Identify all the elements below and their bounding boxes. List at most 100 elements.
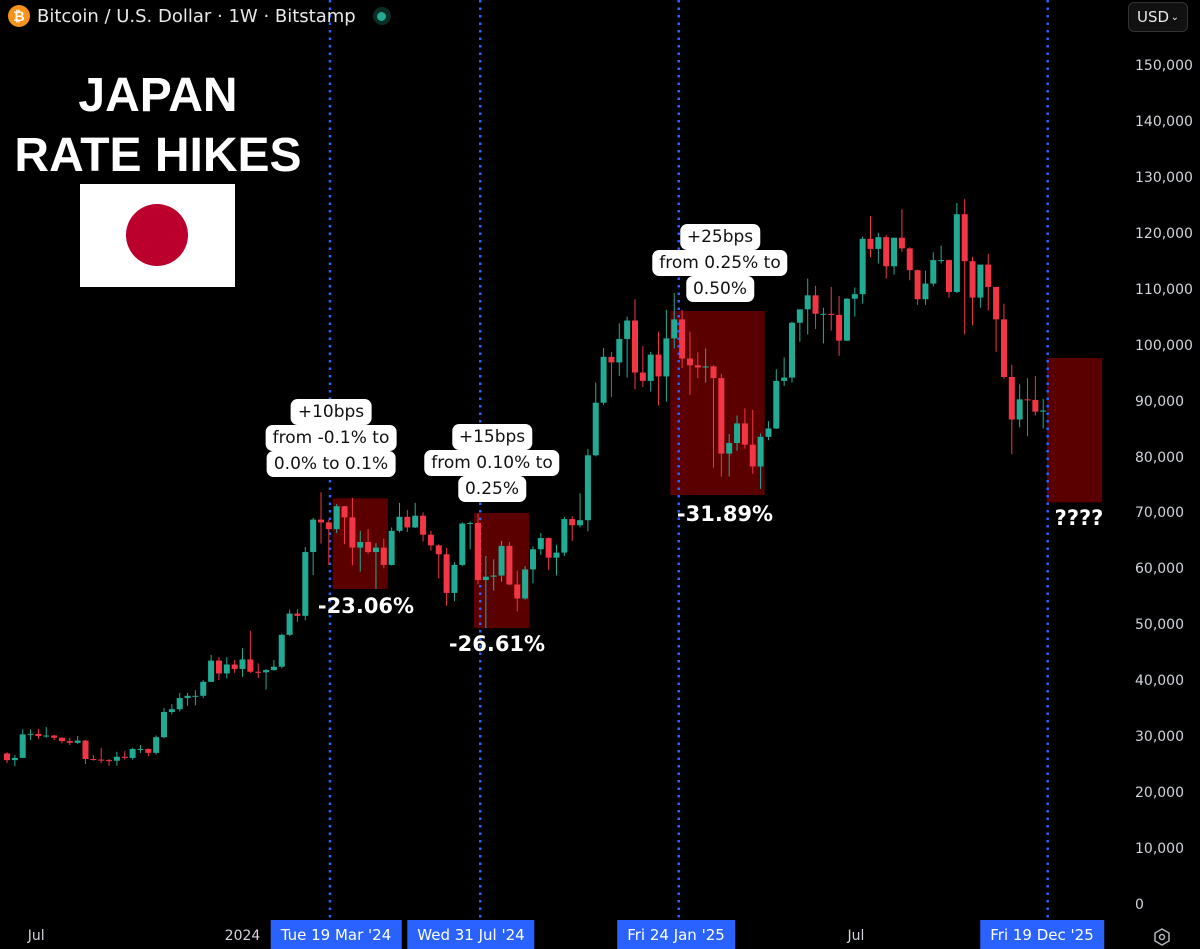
candle [176,693,183,712]
candle-body [757,436,764,467]
candle [773,369,780,430]
candle-body [239,659,246,669]
candle [741,408,748,449]
overlay-title-line1: JAPAN [78,69,238,122]
candle [223,657,230,679]
candle [372,543,379,589]
candle [263,668,270,690]
candle-body [106,760,113,762]
candle [420,512,427,542]
candle [482,555,489,629]
candle-body [1032,399,1039,412]
candle [90,755,97,761]
candle [914,269,921,305]
candle [616,323,623,376]
candle-body [223,664,230,674]
candle-body [420,515,427,535]
candle [749,409,756,474]
y-axis-tick-label: 120,000 [1135,225,1193,242]
candle-body [843,298,850,341]
candle [341,506,348,545]
candle-body [1000,319,1007,377]
candle-body [427,534,434,546]
candle-body [639,372,646,381]
candle [106,759,113,766]
event-date-label[interactable]: Tue 19 Mar '24 [270,920,402,949]
callout-line: 0.25% [457,476,527,502]
candle [302,547,309,621]
candle-body [404,516,411,528]
candle-body [867,238,874,249]
event-date-label[interactable]: Fri 19 Dec '25 [980,920,1104,949]
candle [859,236,866,304]
candle-body [278,634,285,667]
candle [600,347,607,405]
candle [584,449,591,532]
candle-body [459,523,466,565]
candle [43,727,50,738]
callout-line: from 0.10% to [424,450,560,476]
candle [710,365,717,468]
candle-body [372,547,379,553]
candle [537,533,544,555]
candle [883,234,890,279]
candle [985,253,992,311]
candle-body [294,613,301,616]
currency-select[interactable]: USD ⌄ [1128,2,1188,32]
candle-body [514,584,521,599]
candle-body [98,759,105,761]
market-status-icon [372,7,391,25]
candle [757,433,764,489]
drawdown-box [670,310,765,496]
callout-line: +25bps [679,224,761,250]
candle [27,729,34,740]
candle-body [302,552,309,616]
candle-body [270,666,277,671]
candle-body [451,564,458,593]
candle [4,752,10,763]
candle-body [584,455,591,521]
y-axis-tick-label: 70,000 [1135,505,1184,522]
candle [231,660,238,673]
candle-body [726,442,733,454]
symbol-title[interactable]: Bitcoin / U.S. Dollar · 1W · Bitstamp [37,5,356,27]
candle-body [490,575,497,577]
candle [153,735,160,755]
candle-body [883,237,890,267]
candle-body [577,520,584,526]
chevron-down-icon: ⌄ [1170,11,1179,23]
candle-body [820,313,827,315]
candle [679,309,686,369]
y-axis-tick-label: 60,000 [1135,561,1184,578]
settings-hex-icon[interactable] [1152,927,1172,947]
candle-body [671,319,678,339]
rate-hike-callout: +15bps from 0.10% to 0.25% [424,424,560,502]
candle [529,546,536,584]
candle-body [859,238,866,295]
candle [632,299,638,390]
candle [443,548,450,606]
candle-body [121,756,128,758]
candle-body [898,237,905,249]
candle [1032,375,1039,416]
candle [514,570,521,612]
y-axis-tick-label: 100,000 [1135,337,1193,354]
candle-body [679,319,686,359]
candle [938,245,945,264]
candle-body [647,354,654,381]
candle-body [608,356,615,363]
candle-body [247,659,254,672]
event-date-label[interactable]: Fri 24 Jan '25 [617,920,735,949]
candle [396,502,403,533]
candle [11,755,18,767]
candle [694,352,701,379]
candle [671,293,678,349]
candle-body [569,519,576,526]
candle-body [168,709,175,713]
candle [200,680,207,699]
candle [435,544,442,579]
event-date-label[interactable]: Wed 31 Jul '24 [407,920,535,949]
candle-body [592,402,599,456]
candle [113,751,120,766]
